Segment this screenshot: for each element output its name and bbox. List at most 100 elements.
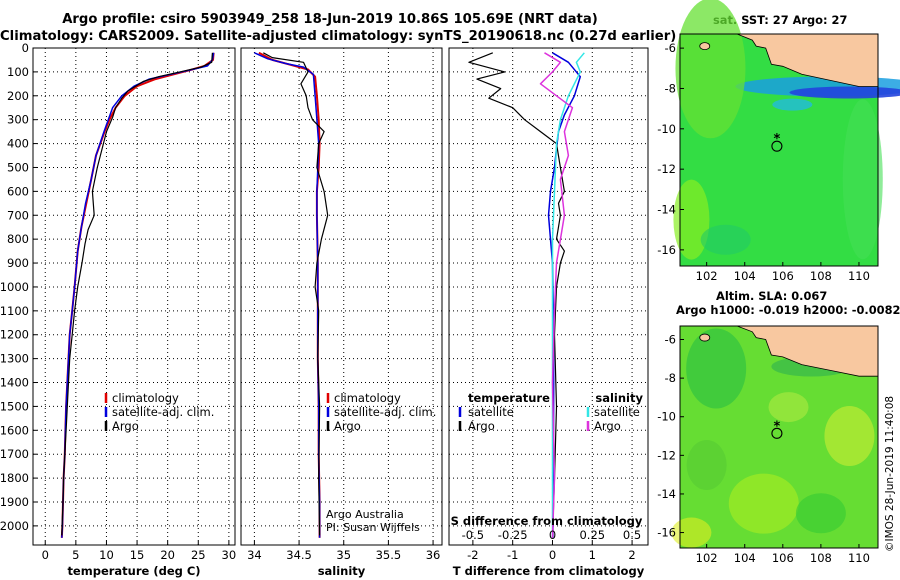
sla_map-field-patch [795,493,846,534]
temperature-frame [32,47,236,546]
sst_map-field-patch [772,98,813,111]
sla_map-argo-star: * [773,419,780,434]
sst_map-xtick-label: 110 [848,269,870,283]
depth-tick-label: 300 [7,113,29,127]
sst_map-xtick-label: 104 [734,269,756,283]
depth-tick-label: 800 [7,232,29,246]
depth-tick-label: 100 [7,65,29,79]
sst_map-ytick-label: -14 [657,203,676,217]
differences-series-satellite-salinity- [551,52,585,538]
temperature-xtick-label: 15 [130,548,145,562]
diff-legend-left-title: temperature [468,391,550,405]
argo-height-title: Argo h1000: -0.019 h2000: -0.0082 [676,303,900,317]
diff-legend-right-label: Argo [594,419,621,433]
sdiff-tick-label: 0.5 [623,528,641,542]
sla_map-ytick-label: -10 [657,410,676,424]
temperature-xlabel: temperature (deg C) [67,564,200,578]
sst_map-frame [679,33,879,267]
differences-frame [448,47,649,546]
diff-xlabel: T difference from climatology [453,564,645,578]
sla_map-xtick-label: 102 [696,551,718,565]
sdiff-axis-label: S difference from climatology [451,514,643,528]
sla_map-field-patch [686,328,747,409]
temperature-xtick-label: 30 [222,548,237,562]
depth-tick-label: 1900 [0,495,29,509]
temperature-series-argo [61,52,213,536]
sst_map-island [699,42,711,51]
sst_map-field-patch [700,224,751,255]
salinity-panel: 34 34.5 35 35.5 36 salinity climatologysatelli… [240,47,443,578]
sla_map-field-patch [728,473,799,534]
salinity-series-argo [263,52,329,536]
salinity-xlabel: salinity [318,564,366,578]
differences-series-argo-salinity- [539,52,574,538]
differences-xtick-label: -2 [467,548,478,562]
diff-legend-right-label: satellite [594,405,640,419]
sla_map-field-patch [824,406,875,467]
title-line-2: Climatology: CARS2009. Satellite-adjuste… [0,29,677,44]
sla_map-argo-circle [771,427,783,439]
sdiff-tick-label: 0.25 [579,528,605,542]
differences-xtick-label: 2 [628,548,635,562]
depth-tick-label: 0 [22,41,29,55]
depth-tick-label: 1000 [0,280,29,294]
depth-tick-label: 1600 [0,423,29,437]
sst_map-argo-star: * [773,132,780,147]
sst_map-field-patch [673,179,710,260]
sla_map-xtick-label: 104 [734,551,756,565]
temperature-series-satellite-adj-clim- [61,52,215,538]
depth-tick-label: 600 [7,184,29,198]
sst_map-ytick-label: -6 [665,41,676,55]
depth-tick-label: 700 [7,208,29,222]
sst_map-ytick-label: -10 [657,122,676,136]
salinity-xtick-label: 36 [426,548,441,562]
differences-xtick-label: 1 [589,548,596,562]
salinity-legend-label: Argo [334,419,361,433]
temperature-xtick-label: 25 [191,548,206,562]
sst_map: * 102 104 106 108 110 -6 -8 -10 -12 -14 -16 [657,0,900,283]
salinity-frame [240,47,443,546]
sst_map-ytick-label: -12 [657,162,676,176]
sst_map-xtick-label: 108 [810,269,832,283]
salinity-legend-label: satellite-adj. clim. [334,405,436,419]
sla_map-xtick-label: 106 [772,551,794,565]
salinity-legend-label: climatology [334,391,401,405]
depth-tick-label: 1400 [0,376,29,390]
title-line-1: Argo profile: csiro 5903949_258 18-Jun-2… [62,12,598,27]
sst_map-argo-circle [771,140,783,152]
sla_map-xtick-label: 110 [848,551,870,565]
temperature-xtick-label: 5 [72,548,79,562]
diff-legend-left-label: satellite [468,405,514,419]
temperature-xtick-label: 10 [99,548,114,562]
depth-tick-label: 500 [7,160,29,174]
depth-tick-label: 400 [7,137,29,151]
sla_map-ytick-label: -6 [665,333,676,347]
sst_map-ytick-label: -8 [665,81,676,95]
sla_map-island [699,333,711,342]
differences-series-argo-temperature- [468,52,565,538]
salinity-xtick-label: 35 [336,548,351,562]
sla_map: * 102 104 106 108 110 -6 -8 -10 -12 -14 -16 [657,325,879,565]
differences-series-satellite-temperature- [547,52,582,538]
sla_map-ytick-label: -12 [657,448,676,462]
temperature-xtick-label: 0 [42,548,49,562]
temperature-series-climatology [60,52,215,538]
sst_map-field-patch [842,99,883,260]
sst_map-field-patch [675,0,746,139]
salinity-series-satellite-adj-clim- [254,52,321,538]
sst_map-xtick-label: 102 [696,269,718,283]
sla_map-ytick-label: -8 [665,371,676,385]
sla_map-frame [679,325,879,549]
sla_map-xtick-label: 108 [810,551,832,565]
sst_map-field-patch [789,86,900,99]
sla_map-field-patch [768,392,809,423]
differences-panel: -2 -1 0 1 2 T difference from climatology -0.5… [448,47,649,578]
salinity-xtick-label: 34 [247,548,262,562]
differences-xtick-label: -1 [507,548,518,562]
sla_map-field-patch [686,439,727,490]
temperature-legend-label: satellite-adj. clim. [112,405,214,419]
depth-tick-label: 1200 [0,328,29,342]
credit-line-2: PI: Susan Wijffels [326,521,420,534]
credit-line-1: Argo Australia [326,508,404,521]
sst_map-xtick-label: 106 [772,269,794,283]
